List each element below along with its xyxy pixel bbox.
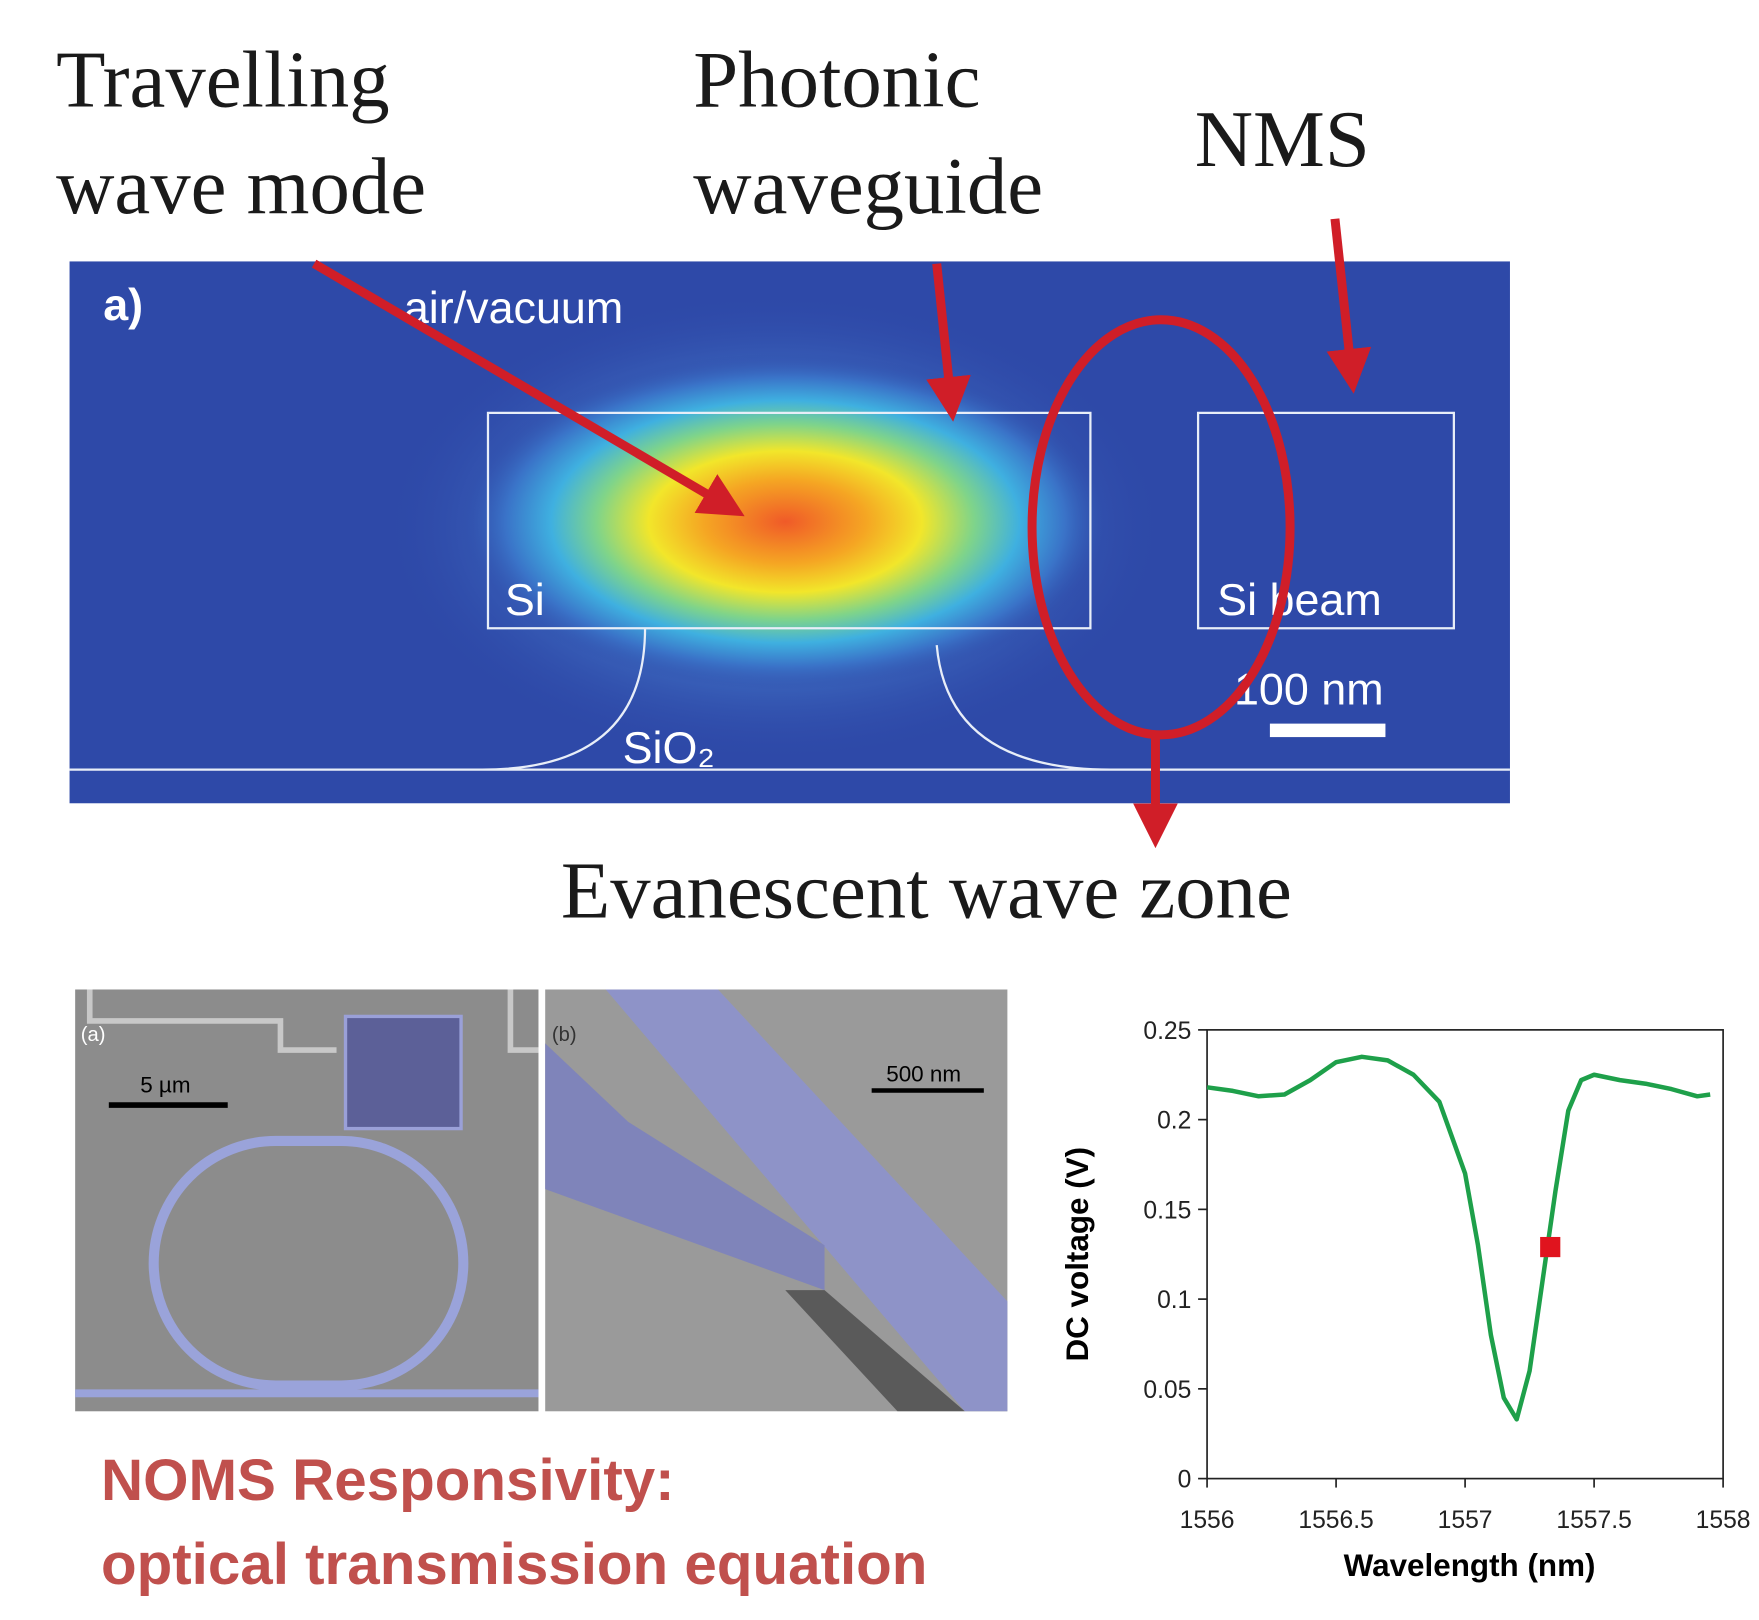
y-tick-label: 0.25	[1143, 1018, 1191, 1045]
annotation: Travelling	[56, 36, 390, 125]
annotation: Evanescent wave zone	[561, 847, 1292, 936]
caption: optical transmission equation	[101, 1532, 927, 1597]
y-tick-label: 0.05	[1143, 1377, 1191, 1404]
x-axis-title: Wavelength (nm)	[1344, 1548, 1596, 1583]
scale-bar	[1270, 724, 1386, 737]
marker-point	[1540, 1237, 1560, 1257]
x-tick-label: 1556.5	[1298, 1507, 1373, 1534]
caption: NOMS Responsivity:	[101, 1448, 675, 1513]
sem-pad	[346, 1016, 462, 1128]
label: Si	[505, 574, 545, 625]
x-tick-label: 1556	[1180, 1507, 1235, 1534]
panel-label: a)	[103, 279, 143, 330]
scale-label: 500 nm	[886, 1061, 961, 1086]
panel-label: (b)	[552, 1024, 577, 1046]
data-line	[1207, 1057, 1710, 1420]
annotation: waveguide	[693, 142, 1043, 231]
x-tick-label: 1557	[1438, 1507, 1493, 1534]
annotation: NMS	[1195, 95, 1370, 184]
y-axis-title: DC voltage (V)	[1060, 1147, 1095, 1362]
y-tick-label: 0.15	[1143, 1197, 1191, 1224]
x-tick-label: 1558	[1696, 1507, 1751, 1534]
panel-label: (a)	[81, 1024, 106, 1046]
y-tick-label: 0.1	[1157, 1287, 1191, 1314]
x-tick-label: 1557.5	[1556, 1507, 1631, 1534]
slide: Travelling wave mode Photonic waveguide …	[0, 0, 1759, 1620]
plot-frame	[1207, 1030, 1723, 1479]
label: SiO₂	[623, 722, 715, 773]
y-tick-label: 0.2	[1157, 1108, 1191, 1135]
y-tick-label: 0	[1178, 1467, 1192, 1494]
annotation: wave mode	[56, 142, 426, 231]
page: Travelling wave mode Photonic waveguide …	[0, 0, 1759, 1620]
label: Si beam	[1217, 574, 1382, 625]
scale-label: 5 µm	[140, 1073, 190, 1098]
annotation: Photonic	[693, 36, 980, 125]
label: air/vacuum	[404, 282, 623, 333]
